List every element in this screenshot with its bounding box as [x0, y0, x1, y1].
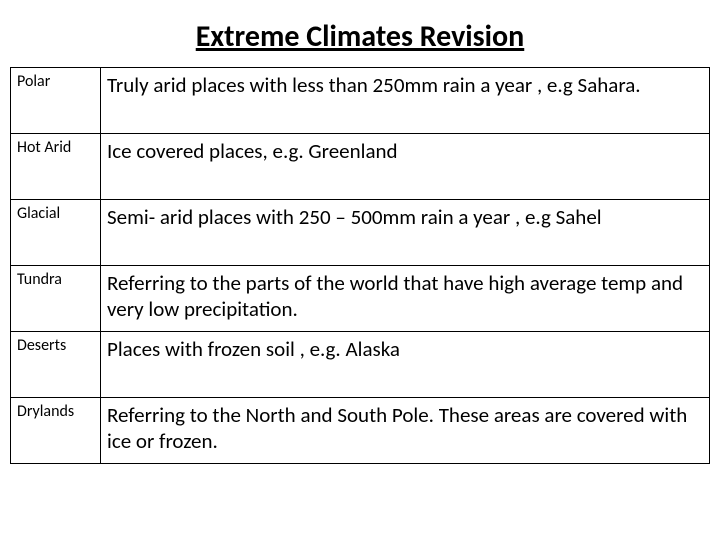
climate-desc: Semi- arid places with 250 – 500mm rain … — [101, 200, 710, 266]
climate-desc: Referring to the parts of the world that… — [101, 266, 710, 332]
table-row: Polar Truly arid places with less than 2… — [11, 68, 710, 134]
climate-desc: Places with frozen soil , e.g. Alaska — [101, 332, 710, 398]
climate-desc: Referring to the North and South Pole. T… — [101, 398, 710, 464]
page-title: Extreme Climates Revision — [10, 18, 710, 55]
table-row: Drylands Referring to the North and Sout… — [11, 398, 710, 464]
climate-label: Deserts — [11, 332, 101, 398]
table-row: Hot Arid Ice covered places, e.g. Greenl… — [11, 134, 710, 200]
slide: Extreme Climates Revision Polar Truly ar… — [0, 0, 720, 540]
climate-label: Drylands — [11, 398, 101, 464]
climates-table: Polar Truly arid places with less than 2… — [10, 67, 710, 464]
climate-desc: Ice covered places, e.g. Greenland — [101, 134, 710, 200]
table-row: Tundra Referring to the parts of the wor… — [11, 266, 710, 332]
climate-label: Glacial — [11, 200, 101, 266]
climate-desc: Truly arid places with less than 250mm r… — [101, 68, 710, 134]
climate-label: Tundra — [11, 266, 101, 332]
table-row: Deserts Places with frozen soil , e.g. A… — [11, 332, 710, 398]
table-row: Glacial Semi- arid places with 250 – 500… — [11, 200, 710, 266]
climate-label: Hot Arid — [11, 134, 101, 200]
climate-label: Polar — [11, 68, 101, 134]
